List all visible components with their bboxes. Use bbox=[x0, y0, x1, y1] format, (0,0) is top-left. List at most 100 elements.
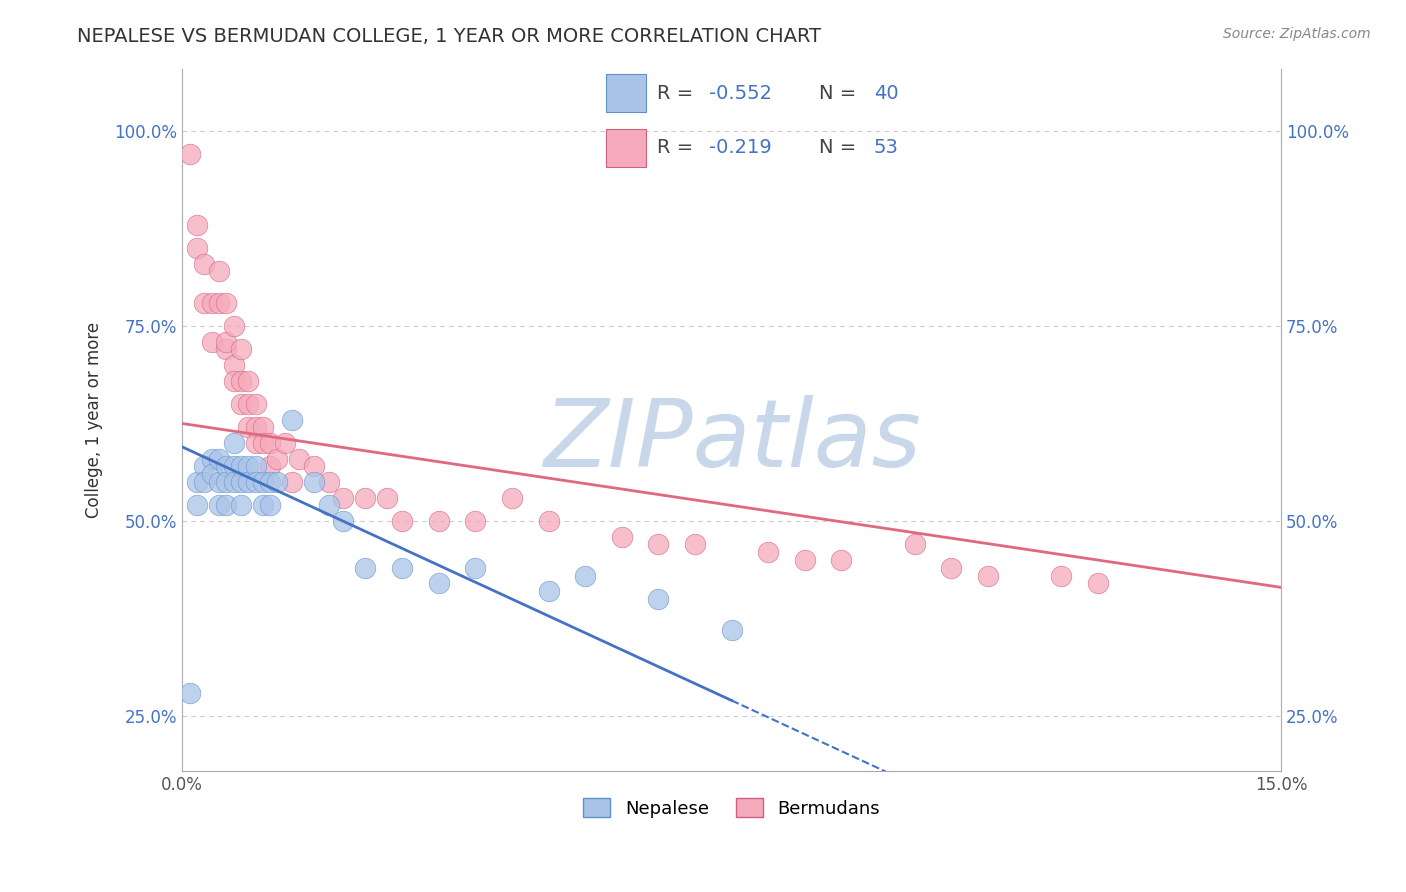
Point bbox=[215, 475, 238, 489]
Point bbox=[1087, 576, 1109, 591]
Point bbox=[186, 499, 208, 513]
Point bbox=[259, 499, 281, 513]
Point bbox=[208, 475, 231, 489]
Text: N =: N = bbox=[818, 84, 862, 103]
Point bbox=[215, 334, 238, 349]
Point bbox=[1050, 568, 1073, 582]
Point bbox=[464, 514, 486, 528]
Point bbox=[222, 374, 245, 388]
Point bbox=[200, 451, 222, 466]
Point bbox=[245, 420, 267, 434]
Point bbox=[574, 568, 596, 582]
Point bbox=[281, 475, 304, 489]
Point bbox=[720, 624, 742, 638]
Point bbox=[302, 475, 325, 489]
Point bbox=[259, 475, 281, 489]
Point bbox=[904, 537, 927, 551]
Point bbox=[537, 514, 560, 528]
Point bbox=[179, 686, 201, 700]
Point bbox=[354, 491, 377, 505]
Point bbox=[245, 475, 267, 489]
Text: 40: 40 bbox=[875, 84, 898, 103]
Point bbox=[259, 436, 281, 450]
Point bbox=[229, 374, 252, 388]
Point bbox=[252, 436, 274, 450]
Point bbox=[354, 561, 377, 575]
Point bbox=[215, 343, 238, 357]
Point bbox=[274, 436, 297, 450]
Point bbox=[186, 241, 208, 255]
Point bbox=[238, 475, 260, 489]
Point bbox=[941, 561, 963, 575]
Point bbox=[245, 397, 267, 411]
Point bbox=[193, 256, 215, 270]
Point bbox=[193, 295, 215, 310]
Point bbox=[391, 514, 413, 528]
Point bbox=[683, 537, 706, 551]
Y-axis label: College, 1 year or more: College, 1 year or more bbox=[86, 321, 103, 517]
Point bbox=[252, 499, 274, 513]
Point bbox=[830, 553, 852, 567]
Point bbox=[222, 358, 245, 372]
Point bbox=[238, 397, 260, 411]
Point bbox=[193, 475, 215, 489]
Text: R =: R = bbox=[658, 84, 700, 103]
Text: NEPALESE VS BERMUDAN COLLEGE, 1 YEAR OR MORE CORRELATION CHART: NEPALESE VS BERMUDAN COLLEGE, 1 YEAR OR … bbox=[77, 27, 821, 45]
Point bbox=[222, 475, 245, 489]
Point bbox=[537, 584, 560, 599]
Point bbox=[288, 451, 311, 466]
Point bbox=[391, 561, 413, 575]
Point bbox=[793, 553, 815, 567]
Point bbox=[179, 147, 201, 161]
Point bbox=[464, 561, 486, 575]
FancyBboxPatch shape bbox=[606, 128, 645, 167]
Point bbox=[215, 459, 238, 474]
Point bbox=[208, 451, 231, 466]
Point bbox=[193, 459, 215, 474]
Point bbox=[252, 475, 274, 489]
Point bbox=[281, 412, 304, 426]
Point bbox=[186, 475, 208, 489]
Point bbox=[215, 295, 238, 310]
Point bbox=[245, 436, 267, 450]
Point bbox=[610, 530, 633, 544]
Point bbox=[208, 295, 231, 310]
Text: 53: 53 bbox=[875, 137, 898, 157]
Point bbox=[229, 397, 252, 411]
Text: ZIPatlas: ZIPatlas bbox=[543, 395, 921, 486]
Point bbox=[222, 459, 245, 474]
Point bbox=[208, 264, 231, 278]
Point bbox=[332, 491, 354, 505]
Point bbox=[208, 499, 231, 513]
Point bbox=[238, 420, 260, 434]
Point bbox=[647, 592, 669, 607]
Point bbox=[377, 491, 399, 505]
Point bbox=[229, 459, 252, 474]
Text: Source: ZipAtlas.com: Source: ZipAtlas.com bbox=[1223, 27, 1371, 41]
Point bbox=[245, 459, 267, 474]
Point bbox=[266, 475, 288, 489]
Point bbox=[229, 499, 252, 513]
Point bbox=[501, 491, 523, 505]
Point bbox=[229, 343, 252, 357]
Text: -0.552: -0.552 bbox=[709, 84, 772, 103]
Point bbox=[318, 499, 340, 513]
Point bbox=[318, 475, 340, 489]
Point bbox=[259, 459, 281, 474]
Point bbox=[756, 545, 779, 559]
Text: N =: N = bbox=[818, 137, 862, 157]
Point bbox=[200, 334, 222, 349]
Point bbox=[252, 420, 274, 434]
Point bbox=[427, 576, 450, 591]
Point bbox=[977, 568, 1000, 582]
Point bbox=[200, 467, 222, 482]
Point bbox=[302, 459, 325, 474]
Point bbox=[229, 475, 252, 489]
FancyBboxPatch shape bbox=[606, 74, 645, 112]
Point bbox=[332, 514, 354, 528]
Point bbox=[266, 451, 288, 466]
Point bbox=[222, 318, 245, 333]
Point bbox=[186, 218, 208, 232]
Point bbox=[222, 436, 245, 450]
Point bbox=[238, 459, 260, 474]
